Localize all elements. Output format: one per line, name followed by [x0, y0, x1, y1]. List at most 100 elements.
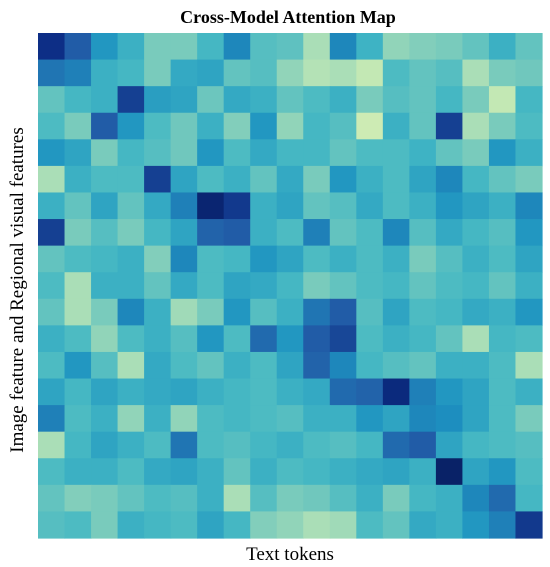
- heatmap-cell-r14-c14: [409, 405, 437, 433]
- heatmap-cell-r10-c0: [38, 298, 66, 326]
- heatmap-cell-r16-c10: [303, 458, 331, 486]
- heatmap-cell-r3-c13: [382, 112, 410, 140]
- heatmap-cell-r2-c6: [197, 86, 225, 114]
- heatmap-cell-r18-c7: [223, 511, 251, 539]
- heatmap-cell-r12-c16: [462, 351, 490, 380]
- heatmap-cell-r16-c16: [462, 458, 490, 486]
- heatmap-cell-r0-c5: [170, 33, 198, 61]
- heatmap-cell-r18-c10: [303, 511, 331, 539]
- heatmap-cell-r5-c12: [356, 165, 384, 194]
- heatmap-cell-r18-c3: [117, 511, 145, 539]
- heatmap-cell-r11-c9: [276, 325, 304, 353]
- heatmap-cell-r0-c10: [303, 33, 331, 61]
- heatmap-cell-r11-c4: [144, 325, 172, 353]
- heatmap-cell-r5-c8: [250, 165, 278, 194]
- heatmap-cell-r8-c4: [144, 245, 172, 273]
- heatmap-cell-r8-c9: [276, 245, 304, 273]
- heatmap-cell-r1-c15: [435, 59, 464, 87]
- heatmap-cell-r17-c5: [170, 484, 198, 513]
- heatmap-cell-r7-c14: [409, 219, 437, 247]
- heatmap-cell-r3-c4: [144, 112, 172, 140]
- heatmap-cell-r10-c4: [144, 298, 172, 326]
- heatmap-cell-r4-c12: [356, 139, 384, 167]
- heatmap-cell-r11-c17: [488, 325, 517, 353]
- heatmap-cell-r15-c17: [488, 431, 517, 459]
- heatmap-cell-r17-c6: [197, 484, 225, 513]
- heatmap-cell-r4-c1: [64, 139, 92, 167]
- heatmap-cell-r16-c17: [488, 458, 517, 486]
- heatmap-cell-r8-c15: [435, 245, 464, 273]
- heatmap-cell-r1-c11: [329, 59, 357, 87]
- heatmap-cell-r16-c11: [329, 458, 357, 486]
- heatmap-cell-r8-c3: [117, 245, 145, 273]
- heatmap-cell-r18-c16: [462, 511, 490, 539]
- heatmap-cell-r6-c13: [382, 192, 410, 220]
- heatmap-cell-r14-c17: [488, 405, 517, 433]
- heatmap-cell-r6-c17: [488, 192, 517, 220]
- heatmap-cell-r8-c0: [38, 245, 66, 273]
- heatmap-cell-r13-c4: [144, 378, 172, 406]
- heatmap-cell-r4-c8: [250, 139, 278, 167]
- heatmap-cell-r0-c13: [382, 33, 410, 61]
- heatmap-cell-r13-c1: [64, 378, 92, 406]
- heatmap-cell-r5-c16: [462, 165, 490, 194]
- heatmap-cell-r11-c12: [356, 325, 384, 353]
- heatmap-cell-r11-c2: [91, 325, 119, 353]
- heatmap-cell-r7-c2: [91, 219, 119, 247]
- heatmap-cell-r12-c15: [435, 351, 464, 380]
- heatmap-cell-r3-c8: [250, 112, 278, 140]
- heatmap-cell-r1-c1: [64, 59, 92, 87]
- heatmap-cell-r10-c15: [435, 298, 464, 326]
- heatmap-cell-r8-c18: [515, 245, 543, 273]
- heatmap-cell-r18-c5: [170, 511, 198, 539]
- heatmap-cell-r9-c3: [117, 272, 145, 300]
- heatmap-cell-r17-c3: [117, 484, 145, 513]
- heatmap-cell-r15-c18: [515, 431, 543, 459]
- heatmap-cell-r12-c18: [515, 351, 543, 380]
- heatmap-cell-r18-c12: [356, 511, 384, 539]
- heatmap-cell-r6-c7: [223, 192, 251, 220]
- heatmap-cell-r15-c13: [382, 431, 410, 459]
- heatmap-cell-r8-c6: [197, 245, 225, 273]
- heatmap-cell-r3-c2: [91, 112, 119, 140]
- heatmap-cell-r10-c12: [356, 298, 384, 326]
- heatmap-cell-r14-c3: [117, 405, 145, 433]
- heatmap-cell-r6-c2: [91, 192, 119, 220]
- heatmap-cell-r11-c1: [64, 325, 92, 353]
- heatmap-cell-r18-c0: [38, 511, 66, 539]
- heatmap-cell-r13-c12: [356, 378, 384, 406]
- heatmap-cell-r5-c5: [170, 165, 198, 194]
- heatmap-cell-r16-c9: [276, 458, 304, 486]
- heatmap-cell-r3-c6: [197, 112, 225, 140]
- heatmap-cell-r1-c0: [38, 59, 66, 87]
- heatmap-cell-r0-c11: [329, 33, 357, 61]
- heatmap-cell-r8-c14: [409, 245, 437, 273]
- heatmap-cell-r2-c2: [91, 86, 119, 114]
- heatmap-cell-r8-c16: [462, 245, 490, 273]
- heatmap-cell-r2-c3: [117, 86, 145, 114]
- heatmap-cell-r7-c7: [223, 219, 251, 247]
- heatmap-cell-r5-c14: [409, 165, 437, 194]
- heatmap-cell-r0-c7: [223, 33, 251, 61]
- heatmap-cell-r11-c10: [303, 325, 331, 353]
- heatmap-cell-r5-c7: [223, 165, 251, 194]
- heatmap-cell-r8-c17: [488, 245, 517, 273]
- heatmap-cell-r6-c6: [197, 192, 225, 220]
- heatmap-cell-r18-c4: [144, 511, 172, 539]
- heatmap-cell-r4-c16: [462, 139, 490, 167]
- heatmap-cell-r13-c15: [435, 378, 464, 406]
- heatmap-cell-r9-c4: [144, 272, 172, 300]
- heatmap-cell-r7-c5: [170, 219, 198, 247]
- heatmap-cell-r9-c18: [515, 272, 543, 300]
- heatmap-cell-r12-c9: [276, 351, 304, 380]
- heatmap-cell-r11-c13: [382, 325, 410, 353]
- heatmap-cell-r6-c0: [38, 192, 66, 220]
- heatmap-cell-r14-c7: [223, 405, 251, 433]
- heatmap-cell-r13-c7: [223, 378, 251, 406]
- heatmap-cell-r1-c3: [117, 59, 145, 87]
- heatmap-cell-r4-c7: [223, 139, 251, 167]
- heatmap-cell-r14-c2: [91, 405, 119, 433]
- heatmap-cell-r11-c18: [515, 325, 543, 353]
- heatmap-cell-r6-c11: [329, 192, 357, 220]
